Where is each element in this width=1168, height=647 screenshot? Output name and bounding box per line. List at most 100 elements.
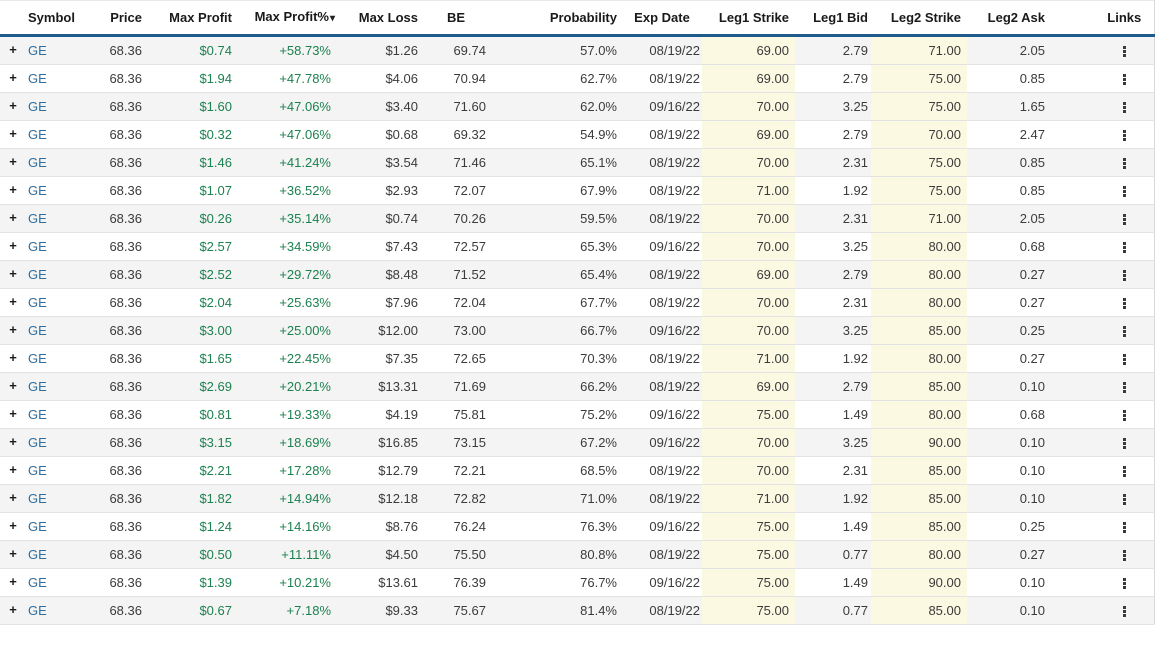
row-links-menu-button[interactable] xyxy=(1095,344,1154,373)
be-cell: 69.32 xyxy=(423,120,489,149)
symbol-cell: GE xyxy=(26,120,103,149)
expand-row-button[interactable]: + xyxy=(0,344,26,373)
column-header-probability[interactable]: Probability xyxy=(489,0,622,37)
column-header-leg2-strike[interactable]: Leg2 Strike xyxy=(871,0,967,37)
symbol-link[interactable]: GE xyxy=(28,155,47,170)
kebab-icon xyxy=(1122,578,1126,590)
symbol-link[interactable]: GE xyxy=(28,407,47,422)
expand-row-button[interactable]: + xyxy=(0,484,26,513)
expand-row-button[interactable]: + xyxy=(0,204,26,233)
expand-row-button[interactable]: + xyxy=(0,456,26,485)
symbol-link[interactable]: GE xyxy=(28,323,47,338)
symbol-link[interactable]: GE xyxy=(28,211,47,226)
expand-row-button[interactable]: + xyxy=(0,540,26,569)
column-header-max-profit[interactable]: Max Profit xyxy=(147,0,237,37)
row-links-menu-button[interactable] xyxy=(1095,512,1154,541)
plus-icon: + xyxy=(9,490,17,505)
row-links-menu-button[interactable] xyxy=(1095,316,1154,345)
expand-row-button[interactable]: + xyxy=(0,260,26,289)
symbol-link[interactable]: GE xyxy=(28,379,47,394)
max-profit-cell: $2.04 xyxy=(147,288,237,317)
kebab-icon xyxy=(1122,382,1126,394)
row-links-menu-button[interactable] xyxy=(1095,176,1154,205)
max-profit-cell: $0.26 xyxy=(147,204,237,233)
symbol-link[interactable]: GE xyxy=(28,267,47,282)
symbol-link[interactable]: GE xyxy=(28,239,47,254)
symbol-link[interactable]: GE xyxy=(28,43,47,58)
row-links-menu-button[interactable] xyxy=(1095,372,1154,401)
symbol-link[interactable]: GE xyxy=(28,295,47,310)
column-header-leg1-bid[interactable]: Leg1 Bid xyxy=(795,0,871,37)
expand-row-button[interactable]: + xyxy=(0,120,26,149)
symbol-link[interactable]: GE xyxy=(28,491,47,506)
row-links-menu-button[interactable] xyxy=(1095,35,1154,65)
kebab-icon xyxy=(1122,466,1126,478)
expand-row-button[interactable]: + xyxy=(0,64,26,93)
row-links-menu-button[interactable] xyxy=(1095,400,1154,429)
row-links-menu-button[interactable] xyxy=(1095,148,1154,177)
symbol-link[interactable]: GE xyxy=(28,547,47,562)
expand-row-button[interactable]: + xyxy=(0,176,26,205)
exp-date-cell: 09/16/22 xyxy=(622,512,702,541)
column-header-leg1-strike[interactable]: Leg1 Strike xyxy=(702,0,795,37)
row-links-menu-button[interactable] xyxy=(1095,484,1154,513)
symbol-cell: GE xyxy=(26,540,103,569)
symbol-link[interactable]: GE xyxy=(28,351,47,366)
column-header-max-loss[interactable]: Max Loss xyxy=(341,0,423,37)
symbol-link[interactable]: GE xyxy=(28,435,47,450)
symbol-link[interactable]: GE xyxy=(28,71,47,86)
be-cell: 69.74 xyxy=(423,35,489,65)
column-header-leg2-ask[interactable]: Leg2 Ask xyxy=(967,0,1095,37)
column-header-price[interactable]: Price xyxy=(103,0,147,37)
exp-date-cell: 08/19/22 xyxy=(622,344,702,373)
leg1-strike-cell: 71.00 xyxy=(702,344,795,373)
symbol-link[interactable]: GE xyxy=(28,603,47,618)
row-links-menu-button[interactable] xyxy=(1095,596,1154,625)
row-links-menu-button[interactable] xyxy=(1095,120,1154,149)
leg1-strike-cell: 69.00 xyxy=(702,260,795,289)
leg2-strike-cell: 80.00 xyxy=(871,232,967,261)
expand-row-button[interactable]: + xyxy=(0,512,26,541)
expand-row-button[interactable]: + xyxy=(0,596,26,625)
expand-row-button[interactable]: + xyxy=(0,232,26,261)
expand-row-button[interactable]: + xyxy=(0,288,26,317)
row-links-menu-button[interactable] xyxy=(1095,92,1154,121)
table-row: + GE 68.36 $2.69 +20.21% $13.31 71.69 66… xyxy=(0,372,1154,401)
expand-row-button[interactable]: + xyxy=(0,148,26,177)
symbol-link[interactable]: GE xyxy=(28,575,47,590)
max-profit-cell: $2.57 xyxy=(147,232,237,261)
row-links-menu-button[interactable] xyxy=(1095,260,1154,289)
price-cell: 68.36 xyxy=(103,92,147,121)
expand-row-button[interactable]: + xyxy=(0,428,26,457)
leg2-strike-cell: 75.00 xyxy=(871,64,967,93)
probability-cell: 65.1% xyxy=(489,148,622,177)
row-links-menu-button[interactable] xyxy=(1095,232,1154,261)
row-links-menu-button[interactable] xyxy=(1095,64,1154,93)
symbol-link[interactable]: GE xyxy=(28,127,47,142)
expand-row-button[interactable]: + xyxy=(0,35,26,65)
probability-cell: 66.2% xyxy=(489,372,622,401)
column-header-symbol[interactable]: Symbol xyxy=(26,0,103,37)
expand-row-button[interactable]: + xyxy=(0,372,26,401)
column-header-exp-date[interactable]: Exp Date xyxy=(622,0,702,37)
expand-row-button[interactable]: + xyxy=(0,400,26,429)
symbol-link[interactable]: GE xyxy=(28,183,47,198)
row-links-menu-button[interactable] xyxy=(1095,428,1154,457)
row-links-menu-button[interactable] xyxy=(1095,456,1154,485)
row-links-menu-button[interactable] xyxy=(1095,288,1154,317)
column-header-be[interactable]: BE xyxy=(423,0,489,37)
row-links-menu-button[interactable] xyxy=(1095,540,1154,569)
symbol-link[interactable]: GE xyxy=(28,463,47,478)
expand-row-button[interactable]: + xyxy=(0,92,26,121)
row-links-menu-button[interactable] xyxy=(1095,204,1154,233)
expand-row-button[interactable]: + xyxy=(0,316,26,345)
symbol-link[interactable]: GE xyxy=(28,99,47,114)
column-header-max-profit-pct[interactable]: Max Profit%▾ xyxy=(237,0,341,37)
leg2-ask-cell: 2.47 xyxy=(967,120,1095,149)
expand-row-button[interactable]: + xyxy=(0,568,26,597)
max-profit-pct-cell: +19.33% xyxy=(237,400,341,429)
symbol-link[interactable]: GE xyxy=(28,519,47,534)
leg2-ask-cell: 0.27 xyxy=(967,344,1095,373)
exp-date-cell: 08/19/22 xyxy=(622,148,702,177)
row-links-menu-button[interactable] xyxy=(1095,568,1154,597)
